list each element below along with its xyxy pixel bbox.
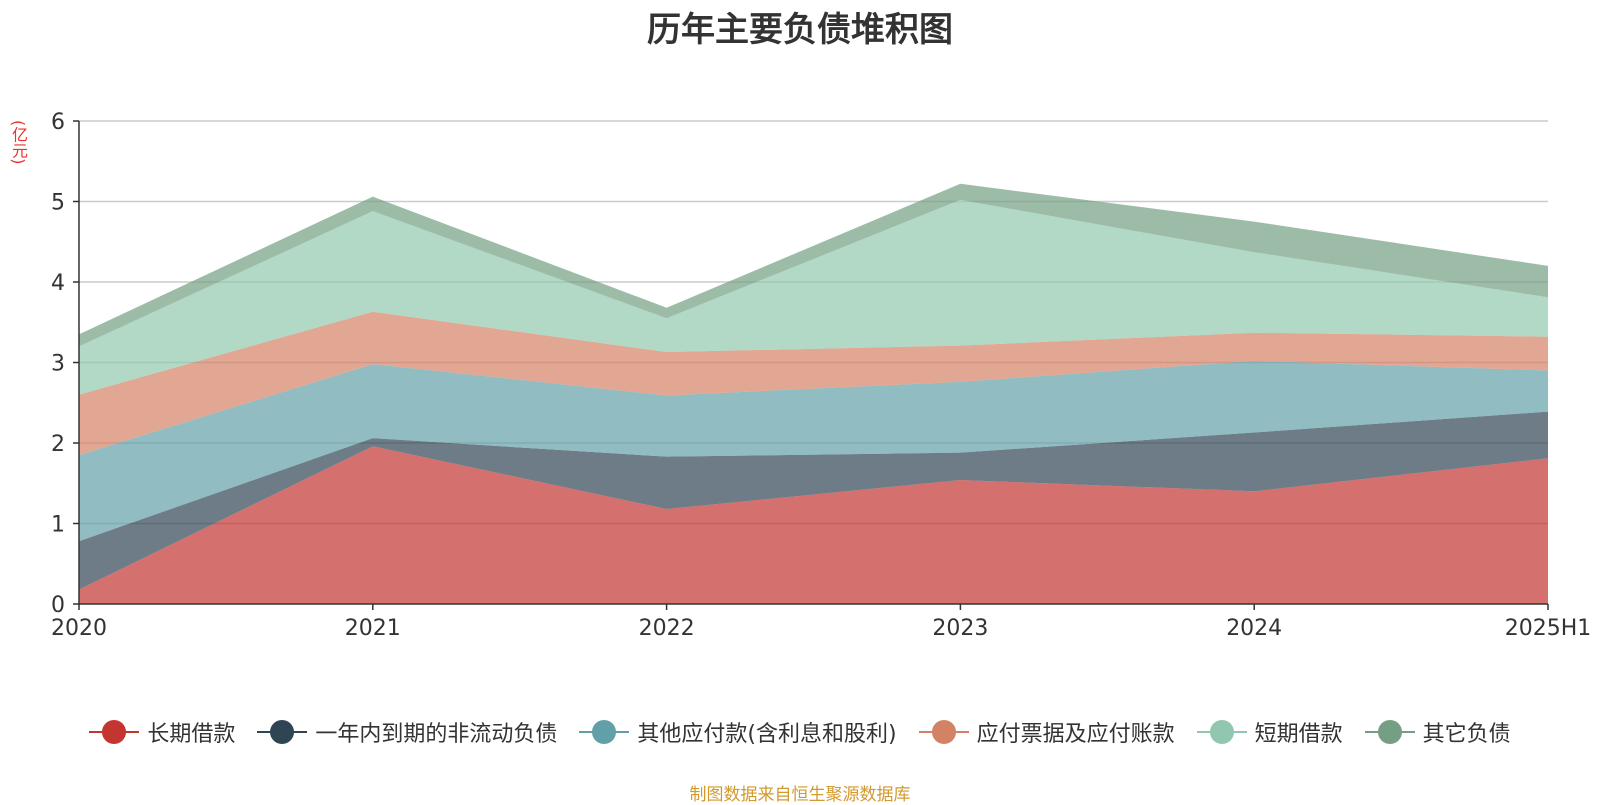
y-tick-label: 4 bbox=[51, 271, 65, 296]
legend-marker-icon bbox=[1196, 719, 1247, 745]
area-3 bbox=[79, 311, 1548, 456]
legend-label: 短期借款 bbox=[1254, 722, 1343, 747]
chart-title: 历年主要负债堆积图 bbox=[647, 10, 953, 50]
data-source-note: 制图数据来自恒生聚源数据库 bbox=[689, 785, 911, 805]
y-tick-label: 2 bbox=[51, 432, 65, 457]
legend-label: 一年内到期的非流动负债 bbox=[315, 722, 558, 747]
legend-item[interactable]: 其他应付款(含利息和股利) bbox=[579, 716, 897, 748]
legend-label: 应付票据及应付账款 bbox=[976, 722, 1175, 747]
y-tick-label: 6 bbox=[51, 110, 65, 135]
area-0 bbox=[79, 446, 1548, 604]
area-2 bbox=[79, 360, 1548, 542]
legend-marker-icon bbox=[1364, 719, 1415, 745]
y-tick-label: 5 bbox=[51, 191, 65, 216]
area-1 bbox=[79, 411, 1548, 590]
area-4 bbox=[79, 199, 1548, 395]
legend-marker-icon bbox=[257, 719, 308, 745]
y-tick-label: 0 bbox=[51, 593, 65, 618]
axes: 0 1 2 3 4 5 6 2020 2021 2022 2023 2024 2025H1 bbox=[51, 110, 1591, 641]
legend-item[interactable]: 短期借款 bbox=[1196, 716, 1343, 748]
area-5 bbox=[79, 183, 1548, 347]
legend-item[interactable]: 应付票据及应付账款 bbox=[918, 716, 1175, 748]
x-tick-label: 2020 bbox=[51, 616, 107, 641]
legend-label: 其他应付款(含利息和股利) bbox=[637, 722, 897, 747]
legend: 长期借款 一年内到期的非流动负债 其他应付款(含利息和股利) 应付票据及应付账款 短期借… bbox=[0, 716, 1600, 748]
legend-item[interactable]: 长期借款 bbox=[89, 716, 235, 748]
legend-item[interactable]: 其它负债 bbox=[1364, 716, 1511, 748]
x-tick-label: 2023 bbox=[932, 616, 988, 641]
x-tick-label: 2025H1 bbox=[1505, 616, 1592, 641]
x-tick-label: 2022 bbox=[639, 616, 695, 641]
legend-marker-icon bbox=[579, 719, 630, 745]
y-tick-label: 1 bbox=[51, 513, 65, 538]
x-tick-label: 2024 bbox=[1226, 616, 1282, 641]
legend-label: 长期借款 bbox=[147, 722, 236, 747]
legend-label: 其它负债 bbox=[1422, 722, 1511, 747]
stacked-area-chart: 0 1 2 3 4 5 6 2020 2021 2022 2023 2024 2025H1 bbox=[51, 110, 1591, 641]
legend-item[interactable]: 一年内到期的非流动负债 bbox=[257, 716, 557, 748]
y-axis-unit-label: (亿元) bbox=[9, 120, 28, 165]
x-tick-label: 2021 bbox=[345, 616, 401, 641]
y-tick-label: 3 bbox=[51, 352, 65, 377]
legend-marker-icon bbox=[89, 719, 140, 745]
legend-marker-icon bbox=[918, 719, 969, 745]
area-series bbox=[79, 183, 1548, 604]
